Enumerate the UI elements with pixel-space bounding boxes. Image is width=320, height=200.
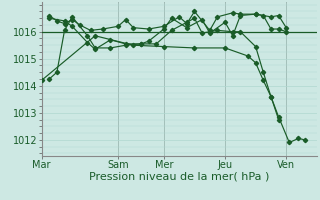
X-axis label: Pression niveau de la mer( hPa ): Pression niveau de la mer( hPa ) <box>89 172 269 182</box>
